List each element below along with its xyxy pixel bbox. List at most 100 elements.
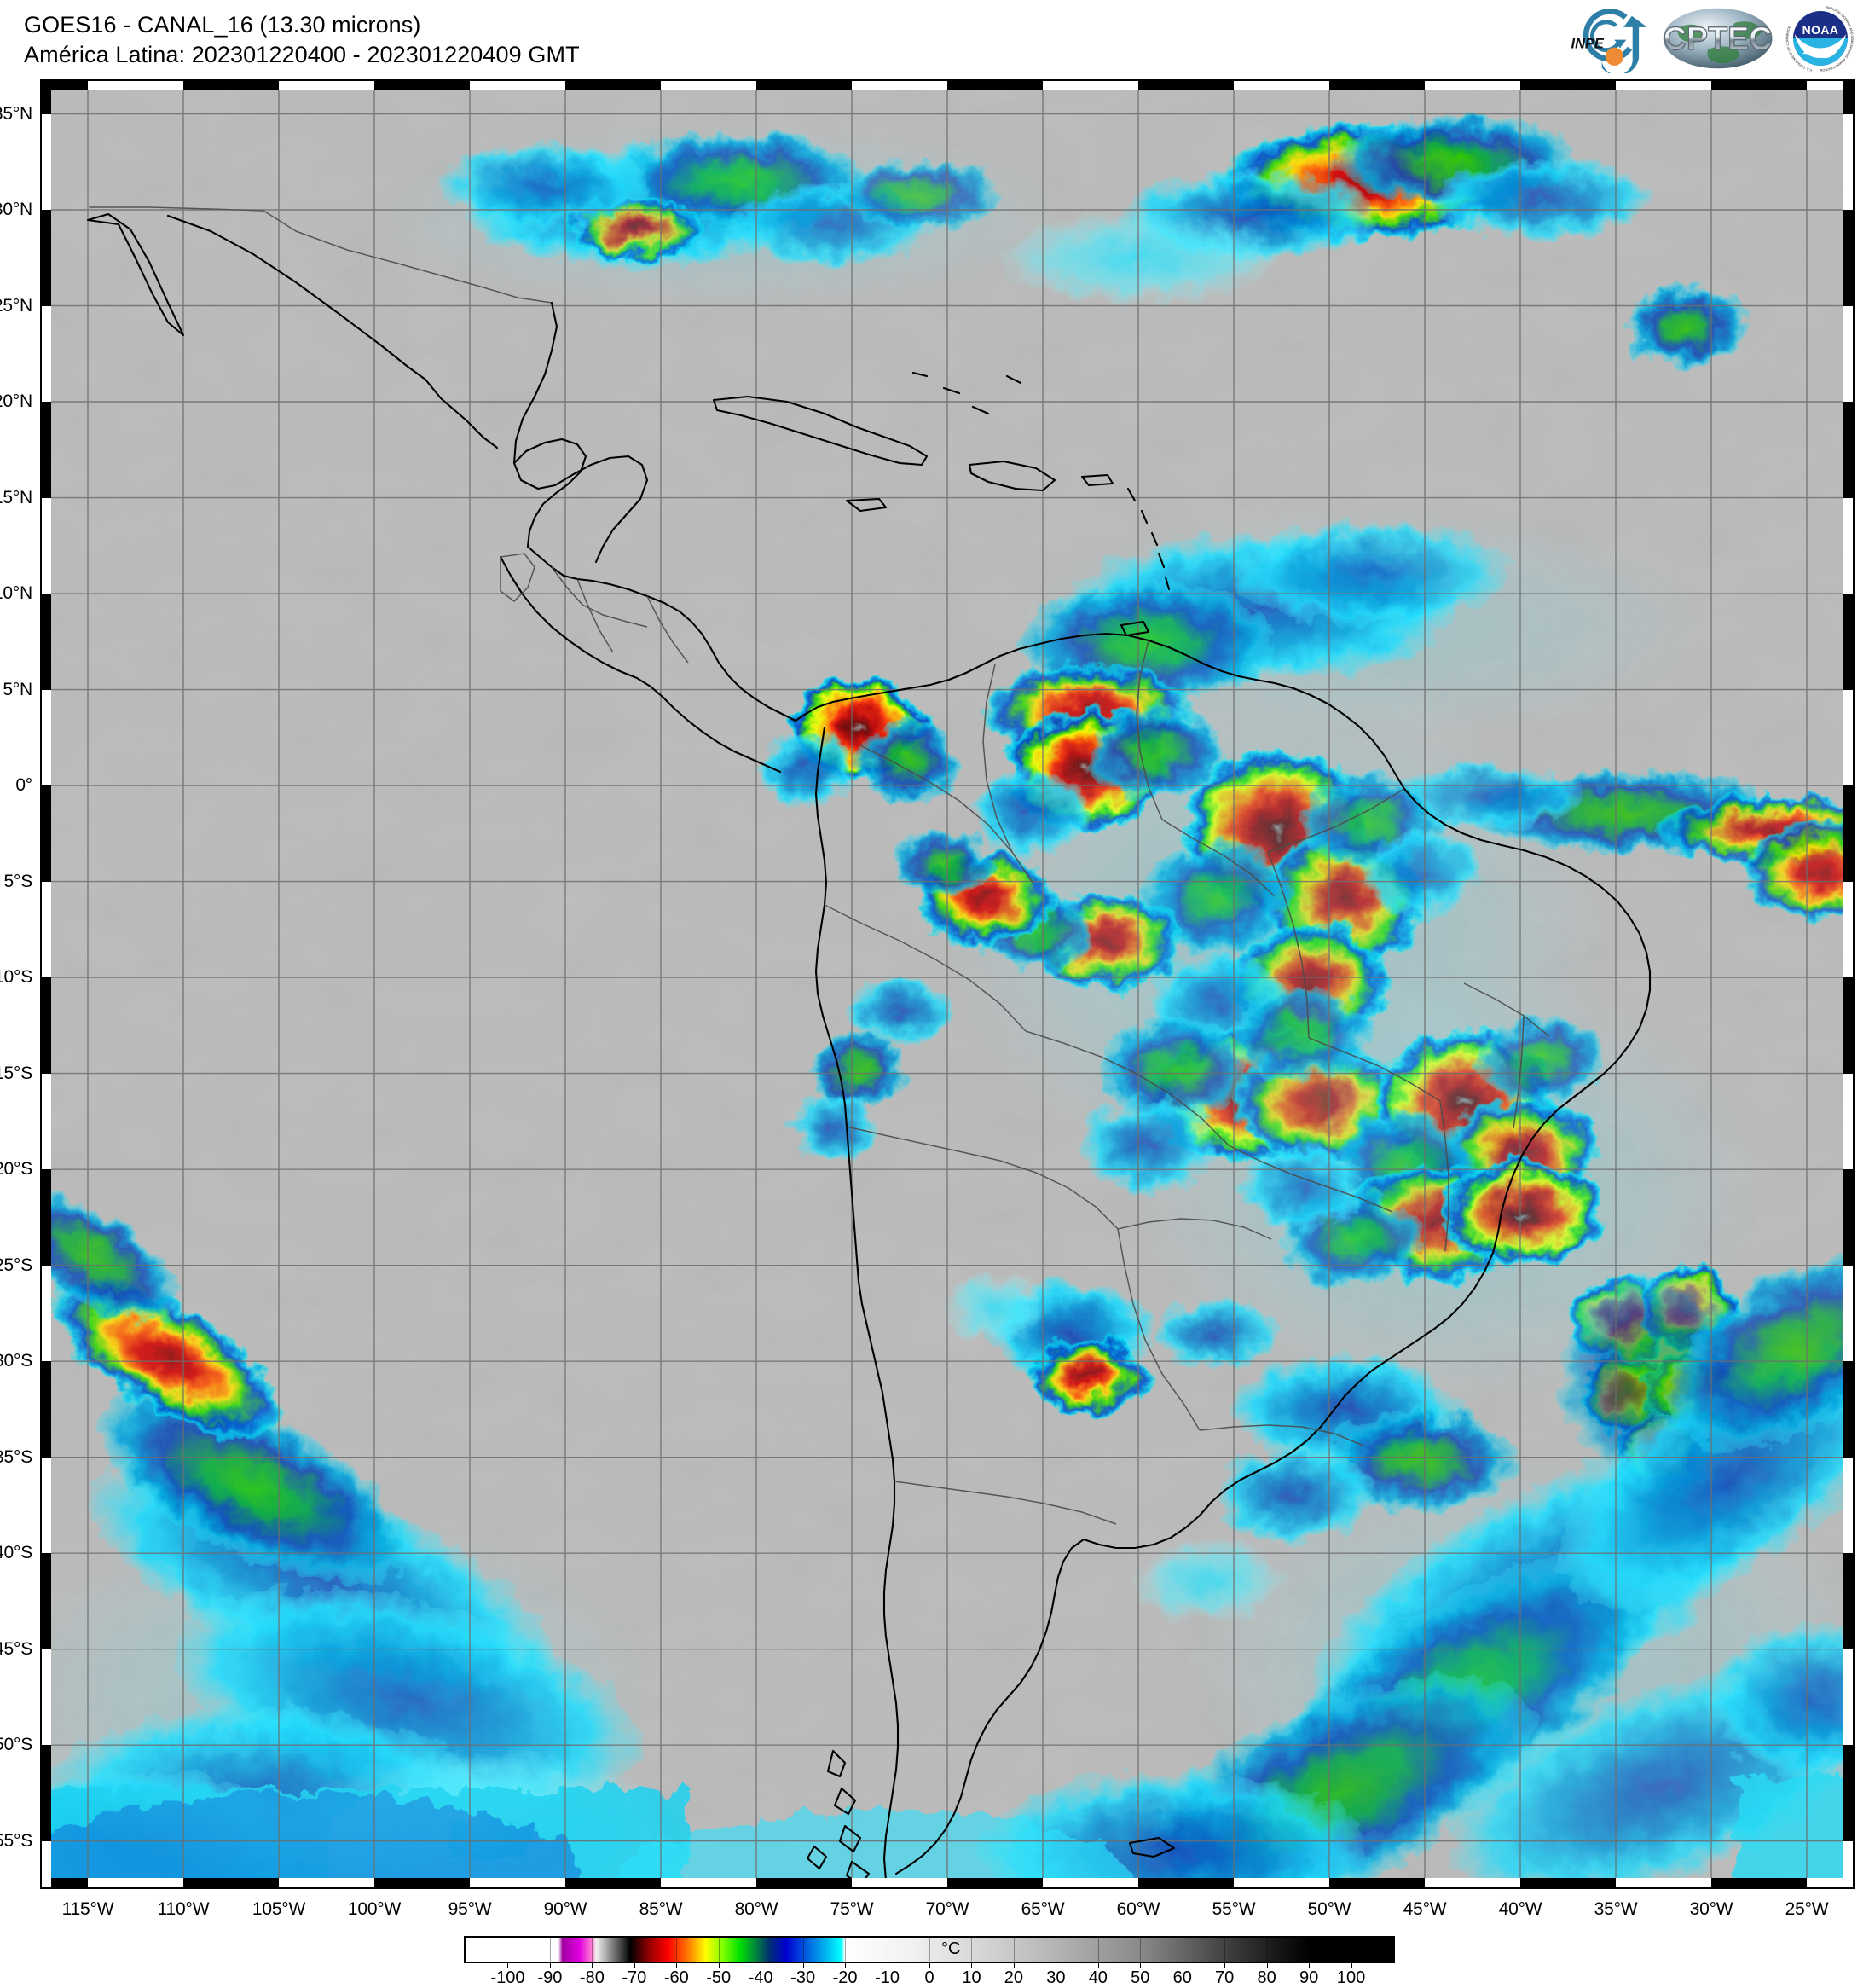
longitude-label: 100°W bbox=[347, 1899, 402, 1919]
longitude-label: 35°W bbox=[1594, 1899, 1638, 1919]
frame-tick-segment bbox=[1520, 79, 1616, 90]
frame-tick-segment bbox=[40, 1169, 51, 1266]
frame-tick-segment bbox=[183, 1878, 279, 1889]
colorbar-tick-label: 60 bbox=[1172, 1968, 1192, 1987]
latitude-label: 30°N bbox=[0, 200, 32, 220]
colorbar-tick bbox=[1140, 1963, 1142, 1968]
svg-text:CPTEC: CPTEC bbox=[1664, 20, 1773, 56]
colorbar-tick-label: 80 bbox=[1257, 1968, 1276, 1987]
satellite-map[interactable] bbox=[40, 79, 1855, 1889]
frame-tick-segment bbox=[756, 1878, 852, 1889]
colorbar-tick bbox=[634, 1963, 635, 1968]
frame-tick-segment bbox=[756, 79, 852, 90]
colorbar-tick bbox=[507, 1963, 509, 1968]
inpe-logo: INPE bbox=[1571, 9, 1648, 73]
frame-tick-segment bbox=[1711, 1878, 1807, 1889]
colorbar-tick bbox=[1266, 1963, 1268, 1968]
colorbar-tick-label: 20 bbox=[1004, 1968, 1024, 1987]
frame-tick-segment bbox=[1843, 79, 1855, 114]
colorbar-separator bbox=[1140, 1938, 1142, 1962]
longitude-label: 115°W bbox=[61, 1899, 114, 1919]
colorbar-tick-label: -20 bbox=[832, 1968, 858, 1987]
colorbar-tick-label: 30 bbox=[1046, 1968, 1066, 1987]
colorbar-separator bbox=[845, 1938, 847, 1962]
frame-tick-segment bbox=[40, 210, 51, 306]
colorbar-separator bbox=[634, 1938, 635, 1962]
colorbar-tick bbox=[1351, 1963, 1352, 1968]
colorbar-tick bbox=[1097, 1963, 1099, 1968]
title-block: GOES16 - CANAL_16 (13.30 microns) Améric… bbox=[24, 10, 580, 70]
colorbar-separator bbox=[718, 1938, 720, 1962]
colorbar-tick-label: -10 bbox=[875, 1968, 900, 1987]
frame-tick-segment bbox=[374, 79, 470, 90]
noaa-logo: NOAA NATIONAL OCEANIC AND ATMOSPHERIC AD… bbox=[1785, 3, 1855, 73]
colorbar-tick-label: 40 bbox=[1088, 1968, 1108, 1987]
colorbar-tick bbox=[845, 1963, 847, 1968]
colorbar-separator bbox=[802, 1938, 804, 1962]
longitude-label: 70°W bbox=[925, 1899, 969, 1919]
colorbar-strip bbox=[464, 1936, 1395, 1963]
longitude-label: 90°W bbox=[543, 1899, 587, 1919]
frame-tick-segment bbox=[1843, 1553, 1855, 1649]
frame-right bbox=[1843, 79, 1855, 1889]
longitude-label: 45°W bbox=[1403, 1899, 1447, 1919]
frame-tick-segment bbox=[374, 1878, 470, 1889]
header: GOES16 - CANAL_16 (13.30 microns) Améric… bbox=[0, 0, 1869, 78]
frame-tick-segment bbox=[947, 79, 1043, 90]
colorbar-tick-label: -50 bbox=[706, 1968, 732, 1987]
longitude-label: 30°W bbox=[1689, 1899, 1733, 1919]
colorbar-tick bbox=[1224, 1963, 1226, 1968]
colorbar-tick-label: 50 bbox=[1131, 1968, 1150, 1987]
frame-tick-segment bbox=[1843, 1169, 1855, 1266]
latitude-label: 35°N bbox=[0, 103, 32, 124]
frame-tick-segment bbox=[40, 977, 51, 1074]
frame-top bbox=[40, 79, 1855, 90]
latitude-label: 15°N bbox=[0, 487, 32, 507]
colorbar-tick-label: 100 bbox=[1336, 1968, 1366, 1987]
frame-tick-segment bbox=[1329, 1878, 1425, 1889]
colorbar-tick bbox=[718, 1963, 720, 1968]
frame-tick-segment bbox=[40, 1745, 51, 1841]
colorbar-tick-label: -80 bbox=[579, 1968, 605, 1987]
frame-tick-segment bbox=[40, 79, 51, 114]
latitude-label: 15°S bbox=[0, 1063, 32, 1083]
longitude-label: 85°W bbox=[639, 1899, 683, 1919]
latitude-label: 10°S bbox=[0, 967, 32, 988]
frame-tick-segment bbox=[1843, 977, 1855, 1074]
frame-tick-segment bbox=[40, 79, 88, 90]
satellite-image bbox=[40, 79, 1855, 1889]
frame-tick-segment bbox=[40, 402, 51, 498]
frame-tick-segment bbox=[40, 1553, 51, 1649]
frame-tick-segment bbox=[40, 1878, 88, 1889]
latitude-label: 50°S bbox=[0, 1735, 32, 1755]
latitude-label: 10°N bbox=[0, 583, 32, 604]
longitude-label: 50°W bbox=[1307, 1899, 1351, 1919]
colorbar-tick-label: -60 bbox=[663, 1968, 689, 1987]
colorbar-separator bbox=[1309, 1938, 1311, 1962]
latitude-label: 20°N bbox=[0, 391, 32, 412]
latitude-label: 35°S bbox=[0, 1446, 32, 1467]
colorbar-tick bbox=[592, 1963, 593, 1968]
colorbar-tick bbox=[1309, 1963, 1311, 1968]
longitude-label: 55°W bbox=[1212, 1899, 1256, 1919]
frame-tick-segment bbox=[1843, 1745, 1855, 1841]
longitude-label: 40°W bbox=[1498, 1899, 1542, 1919]
colorbar-separator bbox=[929, 1938, 930, 1962]
colorbar-tick-label: 90 bbox=[1299, 1968, 1319, 1987]
country-borders bbox=[500, 553, 1550, 1525]
cptec-logo: CPTEC bbox=[1663, 8, 1773, 69]
longitude-label: 105°W bbox=[252, 1899, 306, 1919]
frame-bottom bbox=[40, 1878, 1855, 1889]
latitude-label: 55°S bbox=[0, 1830, 32, 1851]
colorbar-separator bbox=[676, 1938, 678, 1962]
colorbar-separator bbox=[549, 1938, 551, 1962]
colorbar[interactable]: -100 -90 -80 -70 -60 -50 -40 -30 -20 -10 0 10 20 30 40… bbox=[464, 1936, 1395, 1987]
frame-tick-segment bbox=[1711, 79, 1807, 90]
longitude-label: 75°W bbox=[830, 1899, 874, 1919]
svg-text:INPE: INPE bbox=[1571, 36, 1605, 51]
colorbar-unit-label: °C bbox=[941, 1939, 961, 1958]
frame-tick-segment bbox=[40, 785, 51, 882]
svg-text:NOAA: NOAA bbox=[1802, 23, 1839, 37]
colorbar-tick-label: 70 bbox=[1215, 1968, 1235, 1987]
frame-tick-segment bbox=[1843, 402, 1855, 498]
